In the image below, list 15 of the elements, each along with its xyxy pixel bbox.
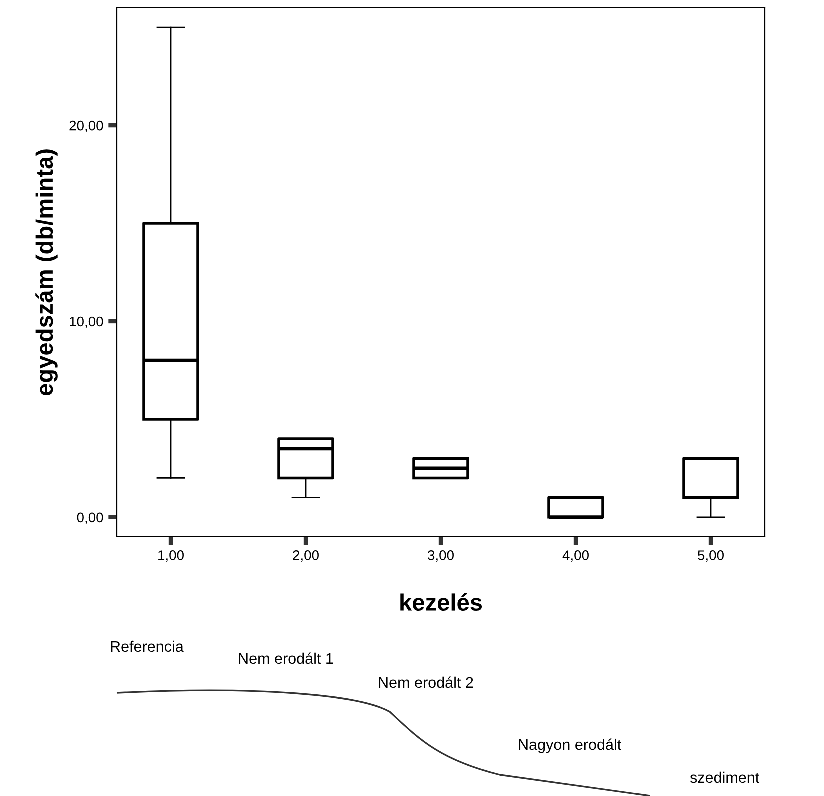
text: Referencia [111,640,184,652]
text: Nem erodált 2 [379,676,474,688]
x-tick-label: 4,00 [562,550,589,562]
x-tick-label: 2,00 [293,550,319,562]
x-tick-label: 3,00 [428,550,454,562]
y-tick-label: 20,00 [70,120,104,132]
text: szediment [690,772,760,784]
text: Nagyon erodált [519,738,622,754]
y-axis-title: egyedszám (db/minta) [36,150,58,396]
x-axis-title: kezelés [400,593,482,612]
x-tick-label: 1,00 [158,550,184,562]
y-tick-label: 0,00 [77,512,104,524]
y-tick-label: 10,00 [70,316,104,328]
text: Nem erodált 1 [239,652,334,664]
x-tick-label: 5,00 [698,550,724,562]
